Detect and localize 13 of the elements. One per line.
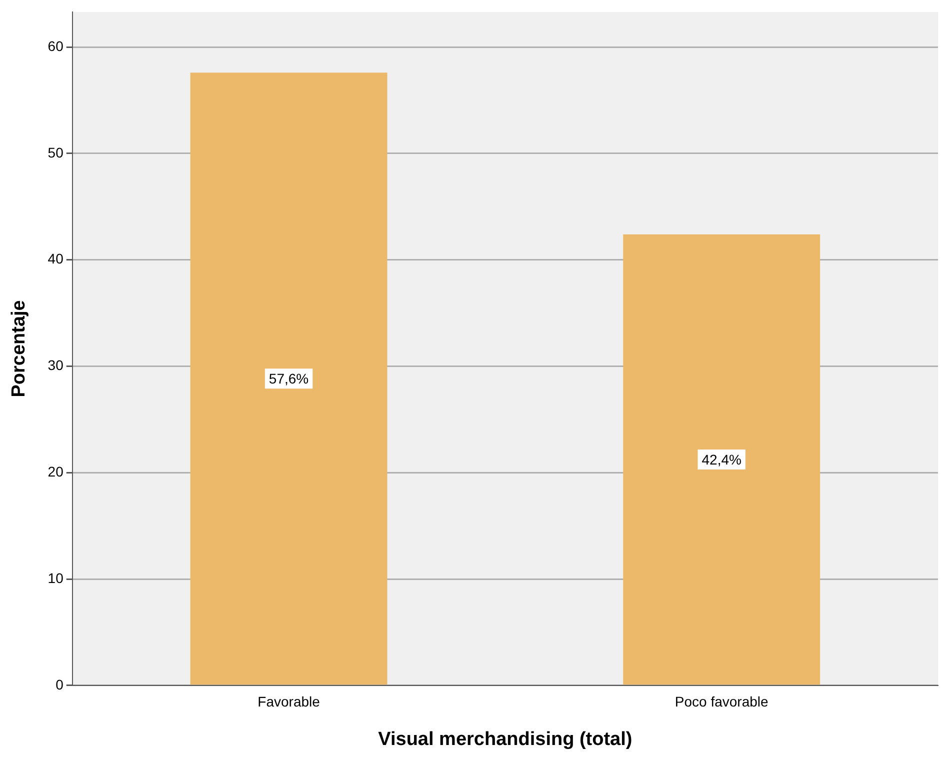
x-tick-label: Favorable <box>258 694 320 710</box>
y-tick-label: 20 <box>48 463 64 480</box>
y-tick-label: 10 <box>48 570 64 586</box>
y-tick-label: 50 <box>48 144 64 160</box>
y-tick-label: 30 <box>48 357 64 374</box>
x-tick-label: Poco favorable <box>674 694 768 710</box>
data-label: 42,4% <box>702 451 742 468</box>
y-tick-label: 0 <box>56 676 64 692</box>
y-axis-title: Porcentaje <box>8 300 30 398</box>
x-axis-title: Visual merchandising (total) <box>378 728 632 750</box>
y-tick-label: 40 <box>48 250 64 267</box>
data-label: 57,6% <box>268 370 309 387</box>
y-tick-label: 60 <box>48 38 64 54</box>
